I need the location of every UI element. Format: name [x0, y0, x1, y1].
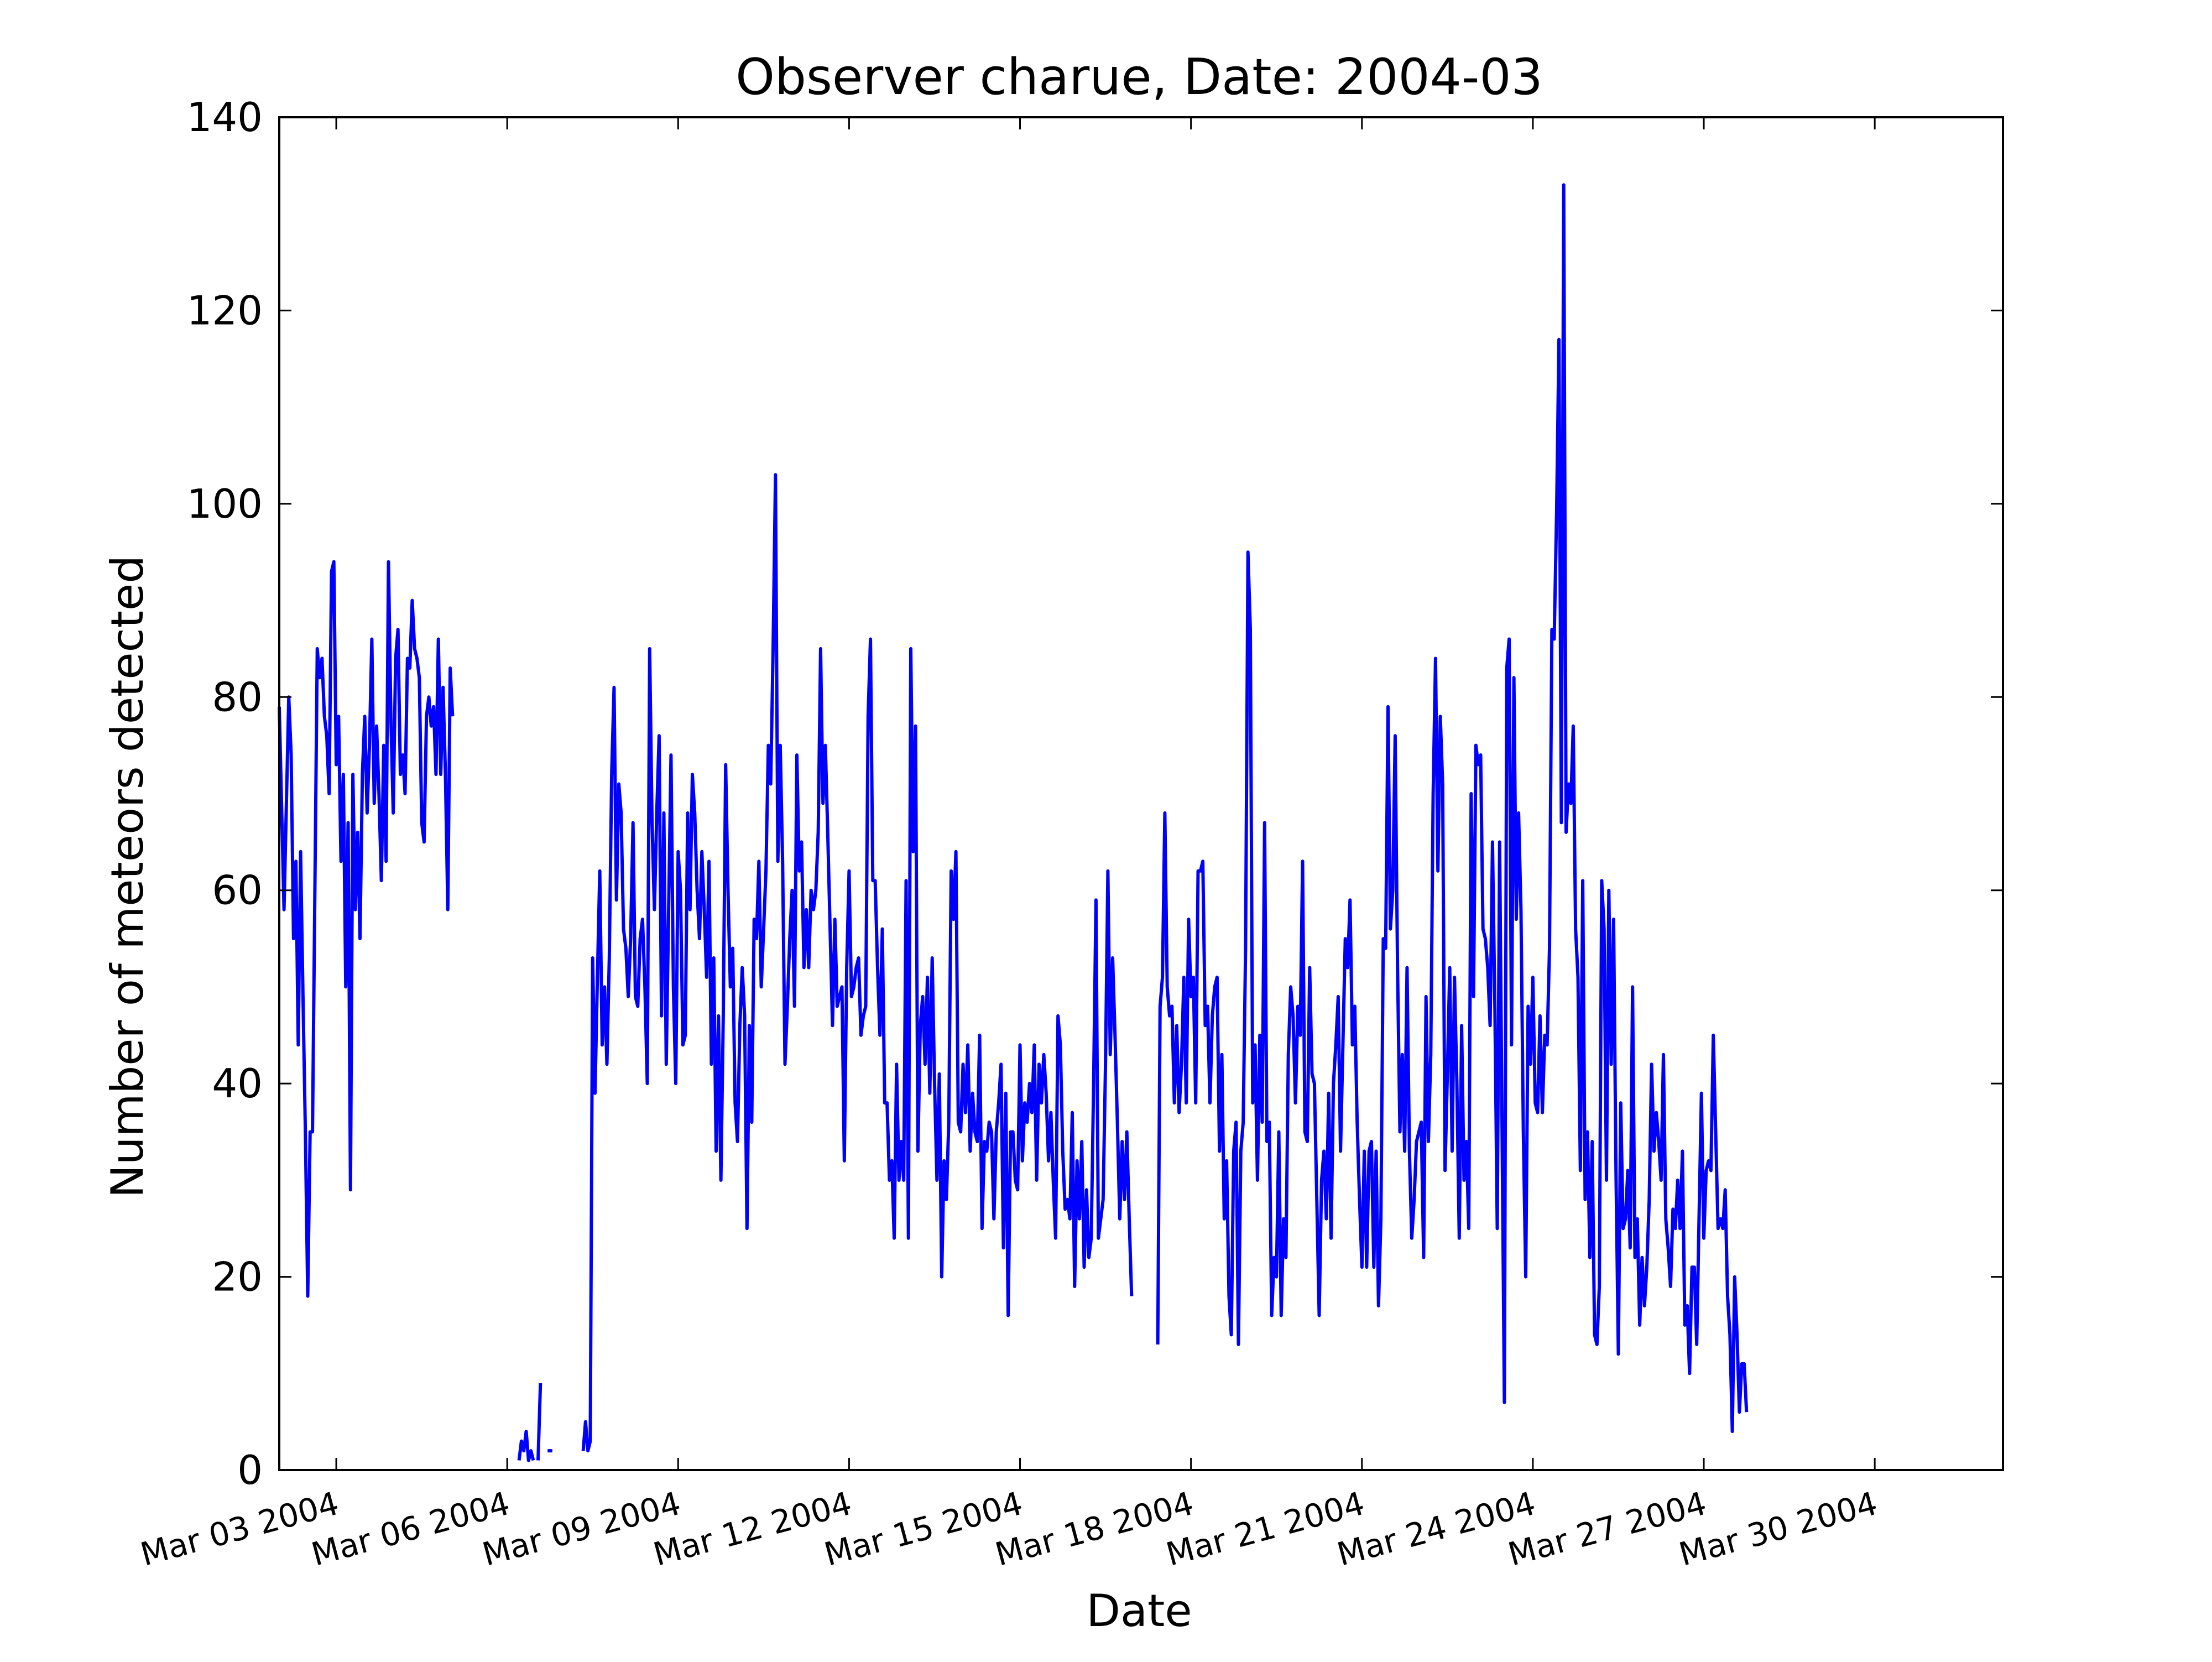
- series-line-segment-2: [517, 1430, 535, 1462]
- series-line-segment-1: [278, 560, 455, 1298]
- x-axis-label: Date: [1086, 1585, 1192, 1637]
- series-line-segment-3: [536, 1383, 542, 1461]
- y-axis-ticks: 0 20 40 60 80 100 120 140: [187, 94, 2003, 1493]
- series-layer: [278, 183, 1749, 1462]
- y-tick-label: 60: [212, 867, 263, 914]
- y-tick-label: 120: [187, 287, 263, 334]
- chart-title: Observer charue, Date: 2004-03: [735, 48, 1543, 106]
- series-line-segment-6: [1156, 183, 1749, 1434]
- y-tick-label: 100: [187, 481, 263, 527]
- y-axis-label: Number of meteors detected: [102, 555, 153, 1198]
- plot-frame: [278, 116, 2004, 1471]
- y-tick-label: 140: [187, 94, 263, 140]
- y-tick-label: 40: [212, 1060, 263, 1107]
- series-line-segment-5: [581, 473, 1134, 1453]
- y-tick-label: 0: [237, 1447, 263, 1493]
- y-tick-label: 80: [212, 674, 263, 720]
- y-tick-label: 20: [212, 1254, 263, 1300]
